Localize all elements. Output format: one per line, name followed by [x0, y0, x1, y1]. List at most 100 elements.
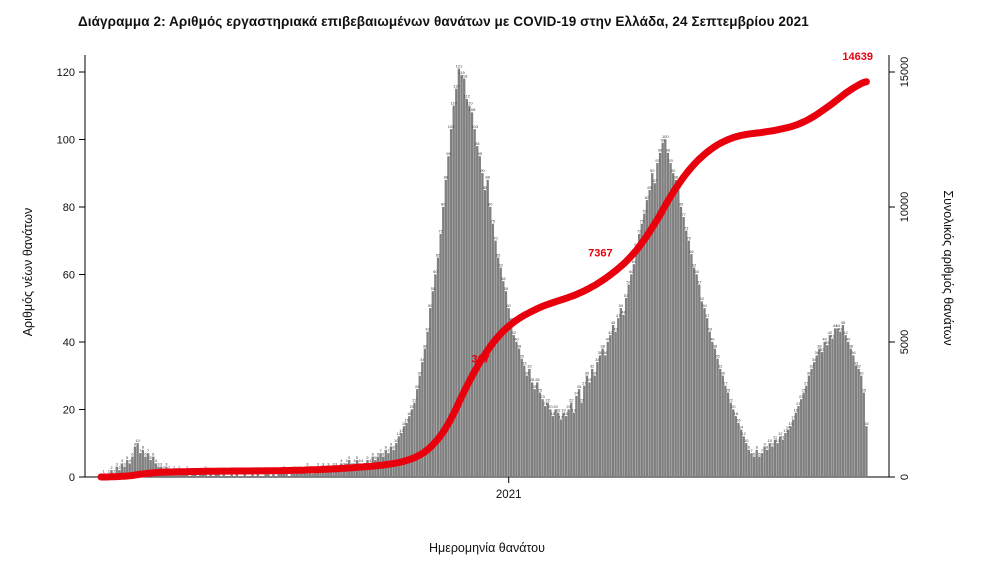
- svg-text:15: 15: [402, 421, 407, 426]
- svg-text:90: 90: [650, 168, 655, 173]
- svg-text:100: 100: [662, 134, 669, 139]
- svg-text:9: 9: [390, 441, 393, 446]
- cumulative-line: [97, 78, 870, 481]
- svg-text:35: 35: [715, 354, 720, 359]
- svg-text:25: 25: [538, 387, 543, 392]
- svg-text:6: 6: [144, 451, 147, 456]
- svg-text:46: 46: [509, 316, 514, 321]
- svg-text:38: 38: [817, 343, 822, 348]
- svg-text:32: 32: [856, 364, 861, 369]
- y-axis-right-ticks: 0 5000 10000 15000: [889, 57, 911, 480]
- svg-text:42: 42: [512, 330, 517, 335]
- svg-text:22: 22: [569, 397, 574, 402]
- line-annotation: 7367: [588, 247, 612, 259]
- y-left-tick-label: 100: [57, 135, 75, 147]
- svg-text:47: 47: [616, 313, 621, 318]
- svg-text:70: 70: [493, 235, 498, 240]
- chart-title: Διάγραμμα 2: Αριθμός εργαστηριακά επιβεβ…: [78, 14, 809, 29]
- svg-text:43: 43: [425, 327, 430, 332]
- svg-text:35: 35: [519, 354, 524, 359]
- svg-text:19: 19: [794, 408, 799, 413]
- svg-text:18: 18: [407, 411, 412, 416]
- svg-text:40: 40: [710, 337, 715, 342]
- svg-text:4: 4: [121, 458, 124, 463]
- svg-text:5: 5: [366, 455, 369, 460]
- svg-text:5: 5: [348, 455, 351, 460]
- svg-text:8: 8: [385, 445, 388, 450]
- svg-text:8: 8: [756, 445, 759, 450]
- svg-text:4: 4: [340, 458, 343, 463]
- svg-text:8: 8: [392, 445, 395, 450]
- svg-text:14: 14: [786, 424, 791, 429]
- svg-text:73: 73: [684, 225, 689, 230]
- svg-text:96: 96: [658, 148, 663, 153]
- svg-text:82: 82: [645, 195, 650, 200]
- svg-text:93: 93: [668, 158, 673, 163]
- svg-text:33: 33: [854, 360, 859, 365]
- svg-text:15: 15: [864, 421, 869, 426]
- svg-text:7: 7: [147, 448, 150, 453]
- svg-text:22: 22: [728, 397, 733, 402]
- svg-text:60: 60: [629, 269, 634, 274]
- svg-text:62: 62: [692, 262, 697, 267]
- svg-text:2: 2: [178, 465, 181, 470]
- svg-text:3: 3: [116, 462, 119, 467]
- svg-text:40: 40: [606, 337, 611, 342]
- svg-text:80: 80: [679, 202, 684, 207]
- svg-text:7: 7: [750, 448, 753, 453]
- svg-text:5: 5: [356, 455, 359, 460]
- svg-text:34: 34: [812, 357, 817, 362]
- svg-text:87: 87: [653, 178, 658, 183]
- svg-text:1: 1: [108, 468, 111, 473]
- svg-text:30: 30: [593, 370, 598, 375]
- svg-text:4: 4: [369, 458, 372, 463]
- svg-text:9: 9: [763, 441, 766, 446]
- svg-text:2: 2: [186, 465, 189, 470]
- svg-text:33: 33: [522, 360, 527, 365]
- svg-text:10: 10: [394, 438, 399, 443]
- svg-text:55: 55: [431, 286, 436, 291]
- svg-text:36: 36: [815, 350, 820, 355]
- svg-text:52: 52: [700, 296, 705, 301]
- svg-text:8: 8: [766, 445, 769, 450]
- svg-text:12: 12: [397, 431, 402, 436]
- x-axis-label: Ημερομηνία θανάτου: [429, 541, 545, 555]
- svg-text:57: 57: [697, 279, 702, 284]
- svg-text:10: 10: [135, 438, 140, 443]
- svg-text:7: 7: [379, 448, 382, 453]
- svg-text:18: 18: [564, 411, 569, 416]
- svg-text:88: 88: [444, 175, 449, 180]
- svg-text:32: 32: [590, 364, 595, 369]
- svg-text:72: 72: [438, 229, 443, 234]
- svg-text:32: 32: [809, 364, 814, 369]
- svg-text:20: 20: [731, 404, 736, 409]
- svg-text:2: 2: [110, 465, 113, 470]
- svg-text:3: 3: [335, 462, 338, 467]
- svg-text:36: 36: [851, 350, 856, 355]
- svg-text:6: 6: [753, 451, 756, 456]
- svg-text:30: 30: [525, 370, 530, 375]
- svg-text:22: 22: [412, 397, 417, 402]
- svg-text:119: 119: [458, 70, 465, 75]
- svg-text:30: 30: [807, 370, 812, 375]
- y-right-tick-label: 15000: [899, 57, 911, 88]
- svg-text:6: 6: [377, 451, 380, 456]
- svg-text:3: 3: [157, 462, 160, 467]
- svg-text:10: 10: [775, 438, 780, 443]
- svg-text:25: 25: [726, 387, 731, 392]
- svg-text:108: 108: [469, 107, 476, 112]
- y-left-tick-label: 60: [63, 270, 75, 282]
- svg-text:70: 70: [687, 235, 692, 240]
- y-left-tick-label: 80: [63, 202, 75, 214]
- svg-text:6: 6: [758, 451, 761, 456]
- svg-text:45: 45: [841, 320, 846, 325]
- svg-text:8: 8: [748, 445, 751, 450]
- svg-text:41: 41: [830, 333, 835, 338]
- svg-text:10: 10: [768, 438, 773, 443]
- svg-text:10: 10: [744, 438, 749, 443]
- svg-text:37: 37: [820, 347, 825, 352]
- svg-text:103: 103: [448, 124, 455, 129]
- svg-text:20: 20: [553, 404, 558, 409]
